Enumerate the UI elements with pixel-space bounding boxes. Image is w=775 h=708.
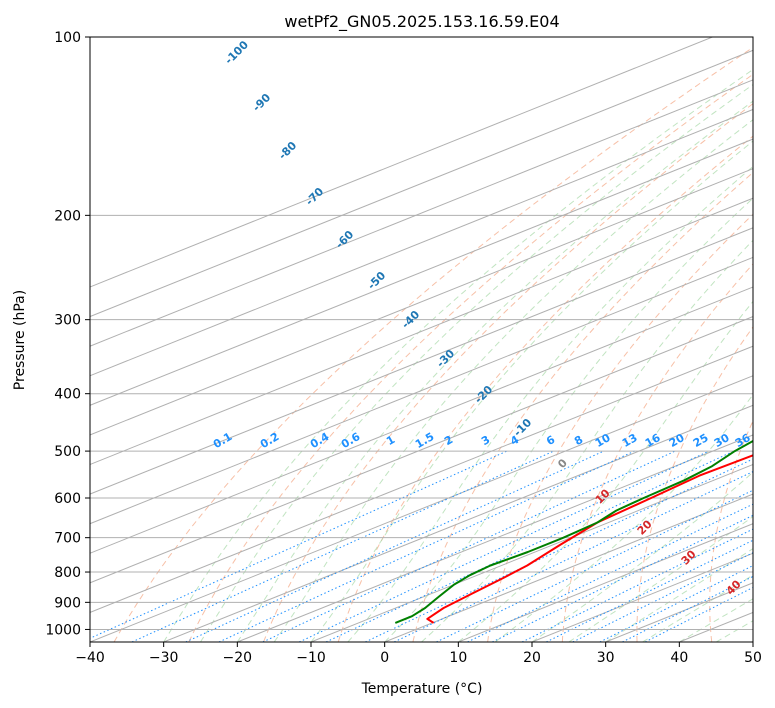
profiles: [394, 439, 753, 624]
isotherm: [90, 227, 753, 495]
y-tick-label: 700: [54, 531, 81, 547]
isotherm: [163, 404, 753, 642]
x-axis: −40 −30 −20 −10 0 10 20 30 40 50: [75, 642, 762, 666]
mixing-ratio-line: [521, 528, 753, 642]
y-tick-label: 600: [54, 491, 81, 507]
mixing-ratio-line: [90, 450, 508, 639]
y-axis-label: Pressure (hPa): [12, 290, 28, 390]
mixing-ratio-line: [546, 539, 753, 642]
moist-adiabat: [421, 239, 753, 642]
x-tick-label: −10: [296, 650, 326, 666]
isotherm: [384, 493, 753, 642]
y-tick-label: 900: [54, 595, 81, 611]
x-tick-label: −30: [149, 650, 179, 666]
temperature-profile: [426, 454, 753, 624]
isotherm: [90, 37, 713, 288]
dewpoint-profile: [394, 439, 753, 624]
isotherm: [90, 108, 753, 377]
x-tick-label: 40: [670, 650, 688, 666]
isotherm: [310, 463, 753, 642]
y-tick-label: 500: [54, 444, 81, 460]
isotherm: [90, 168, 753, 436]
y-tick-label: 400: [54, 387, 81, 403]
x-tick-label: 50: [744, 650, 762, 666]
isotherm: [90, 316, 753, 584]
isotherm: [90, 138, 753, 406]
moist-adiabat: [531, 471, 753, 642]
moist-adiabat: [347, 165, 753, 642]
mixing-ratio-line: [572, 552, 753, 642]
mixing-ratio-line: [185, 450, 604, 642]
isotherm: [90, 197, 753, 466]
mixing-ratio-line: [644, 586, 753, 642]
mixing-ratio-line: [218, 450, 635, 642]
isotherm: [90, 79, 753, 347]
y-tick-label: 1000: [45, 622, 81, 638]
x-tick-label: 10: [449, 650, 467, 666]
y-tick-label: 100: [54, 30, 81, 46]
y-tick-label: 200: [54, 208, 81, 224]
dry-adiabat: [263, 103, 753, 642]
isotherm: [90, 286, 753, 554]
dry-adiabat: [487, 213, 753, 642]
y-axis: 100 200 300 400 500 600 700 800 900 1000: [45, 30, 90, 638]
mixing-ratio-line: [599, 565, 753, 642]
y-tick-label: 300: [54, 313, 81, 329]
moist-adiabat: [679, 598, 753, 642]
dry-adiabat: [561, 263, 753, 642]
y-tick-label: 800: [54, 565, 81, 581]
dry-adiabat: [636, 326, 753, 642]
mixing-ratio-line: [436, 489, 753, 642]
mixing-ratio-line: [622, 575, 753, 642]
x-tick-label: −40: [75, 650, 105, 666]
mixing-ratio-line: [365, 458, 753, 642]
x-tick-label: −20: [223, 650, 253, 666]
isotherm: [458, 523, 753, 642]
chart-title: wetPf2_GN05.2025.153.16.59.E04: [284, 12, 559, 32]
dry-adiabat: [188, 73, 753, 642]
dry-adiabat: [113, 46, 753, 642]
moist-adiabat: [642, 574, 753, 642]
isotherm: [90, 49, 753, 318]
x-tick-label: 0: [380, 650, 389, 666]
x-tick-label: 30: [597, 650, 615, 666]
dry-adiabat: [337, 135, 753, 642]
background-lines: [90, 37, 753, 642]
moist-adiabat: [273, 119, 753, 642]
x-axis-label: Temperature (°C): [361, 681, 483, 697]
mixing-ratio-line: [262, 450, 676, 642]
mixing-ratio-line: [298, 450, 710, 642]
dry-adiabat: [412, 171, 753, 642]
isotherm: [90, 375, 753, 642]
moist-adiabat: [200, 83, 753, 642]
x-tick-label: 20: [523, 650, 541, 666]
plot-frame: [89, 36, 754, 643]
mixing-ratio-line: [131, 450, 554, 642]
moist-adiabat: [457, 300, 753, 642]
isotherm: [237, 434, 753, 642]
isotherm: [90, 256, 753, 525]
isotherm: [90, 345, 753, 613]
